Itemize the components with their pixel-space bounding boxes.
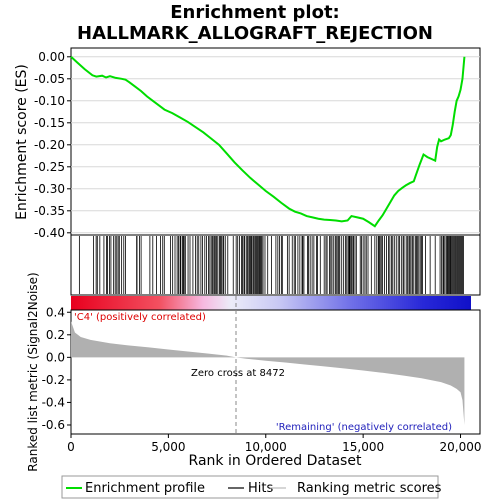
es-y-tick-label: -0.25 bbox=[34, 160, 65, 174]
x-axis-label: Rank in Ordered Dataset bbox=[189, 453, 362, 469]
metric-y-ticks: 0.4 0.2 0.0 -0.2 -0.4 -0.6 bbox=[42, 305, 71, 432]
metric-y-tick-label: -0.6 bbox=[42, 418, 65, 432]
es-y-tick-label: -0.20 bbox=[34, 138, 65, 152]
metric-y-axis-label: Ranked list metric (Signal2Noise) bbox=[26, 272, 40, 471]
x-tick-label: 15,000 bbox=[342, 440, 384, 454]
metric-area bbox=[71, 321, 465, 425]
negative-correlation-label: 'Remaining' (negatively correlated) bbox=[276, 422, 452, 433]
legend-metric-label: Ranking metric scores bbox=[297, 481, 442, 496]
es-y-tick-label: -0.35 bbox=[34, 204, 65, 218]
hits-panel bbox=[70, 234, 481, 296]
es-curve bbox=[70, 56, 466, 228]
legend-hits-label: Hits bbox=[248, 481, 273, 496]
zero-cross-label: Zero cross at 8472 bbox=[191, 368, 285, 379]
rank-color-bar bbox=[71, 296, 471, 310]
es-y-tick-label: -0.15 bbox=[34, 116, 65, 130]
metric-y-tick-label: 0.2 bbox=[46, 328, 65, 342]
legend-box bbox=[61, 475, 439, 499]
es-panel bbox=[70, 47, 481, 236]
metric-bars bbox=[71, 321, 465, 425]
hit-lines bbox=[78, 236, 464, 294]
legend: Enrichment profile Hits Ranking metric s… bbox=[61, 475, 442, 499]
positive-correlation-label: 'C4' (positively correlated) bbox=[74, 312, 206, 323]
metric-y-tick-label: 0.4 bbox=[46, 305, 65, 319]
metric-y-tick-label: -0.4 bbox=[42, 395, 65, 409]
x-tick-label: 0 bbox=[67, 440, 75, 454]
chart-title-line1: Enrichment plot: bbox=[170, 2, 340, 23]
es-y-tick-label: -0.10 bbox=[34, 94, 65, 108]
es-line bbox=[70, 56, 466, 228]
es-y-tick-label: -0.30 bbox=[34, 182, 65, 196]
metric-y-tick-label: -0.2 bbox=[42, 373, 65, 387]
es-gridlines bbox=[71, 56, 480, 234]
metric-y-tick-label: 0.0 bbox=[46, 350, 65, 364]
x-ticks: 0 5,000 10,000 15,000 20,000 bbox=[67, 434, 482, 454]
es-y-ticks: 0.00 -0.05 -0.10 -0.15 -0.20 -0.25 -0.30 -0.35 -… bbox=[34, 50, 71, 240]
es-y-tick-label: -0.40 bbox=[34, 226, 65, 240]
es-y-axis-label: Enrichment score (ES) bbox=[14, 64, 30, 220]
metric-panel bbox=[70, 309, 481, 435]
es-y-tick-label: 0.00 bbox=[38, 50, 65, 64]
x-tick-label: 5,000 bbox=[151, 440, 185, 454]
x-tick-label: 10,000 bbox=[245, 440, 287, 454]
legend-profile-label: Enrichment profile bbox=[85, 481, 205, 496]
es-y-tick-label: -0.05 bbox=[34, 72, 65, 86]
chart-title-line2: HALLMARK_ALLOGRAFT_REJECTION bbox=[77, 23, 433, 44]
x-tick-label: 20,000 bbox=[440, 440, 482, 454]
